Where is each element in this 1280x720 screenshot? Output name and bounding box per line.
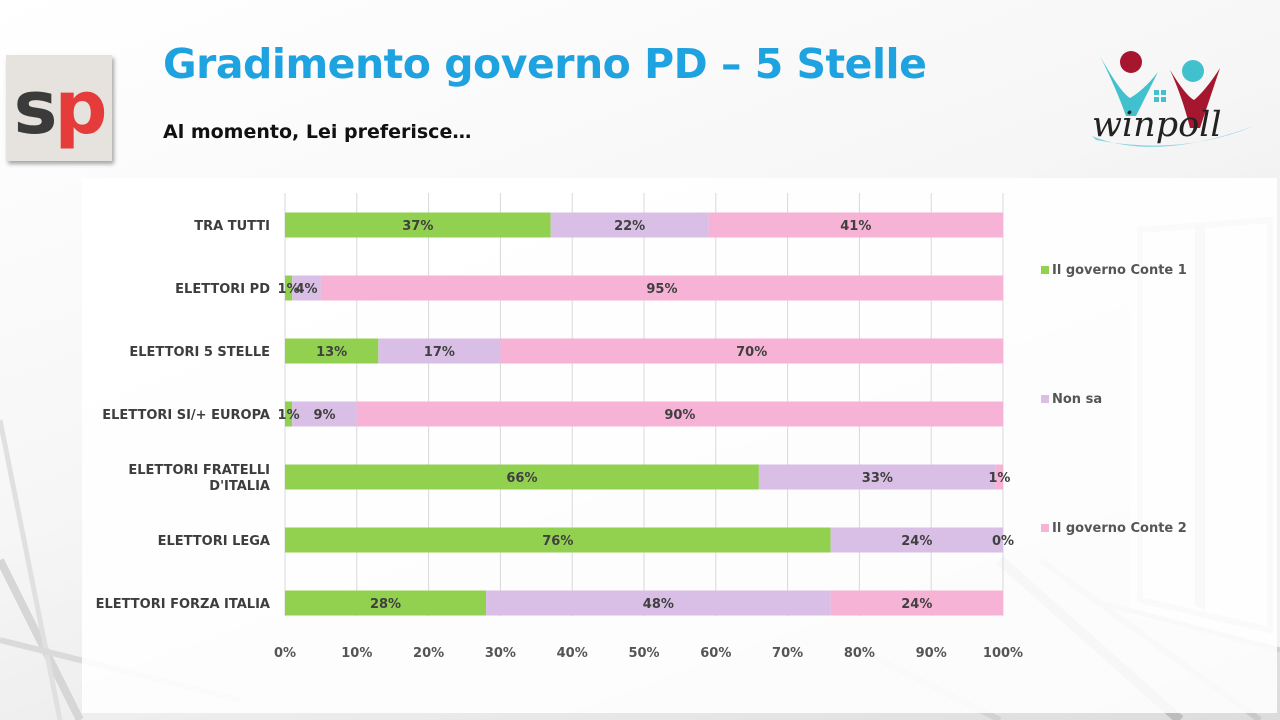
legend-label: Il governo Conte 1 [1052, 263, 1187, 278]
data-label: 1% [278, 408, 300, 423]
data-label: 37% [402, 219, 433, 234]
category-label: TRA TUTTI [194, 219, 270, 234]
data-label: 22% [614, 219, 645, 234]
bar-segment [320, 275, 1003, 301]
category-labels: TRA TUTTI ELETTORI PD ELETTORI 5 STELLE ELE… [96, 219, 271, 612]
data-label: 0% [992, 534, 1014, 549]
x-tick-label: 10% [341, 646, 372, 661]
x-tick-label: 80% [844, 646, 875, 661]
bar-segment [830, 527, 1003, 553]
x-tick-label: 0% [274, 646, 296, 661]
legend-label: Non sa [1052, 392, 1102, 407]
bars [285, 212, 1003, 616]
data-label: 1% [278, 282, 300, 297]
x-tick-label: 20% [413, 646, 444, 661]
data-label: 13% [316, 345, 347, 360]
data-label: 95% [646, 282, 677, 297]
bar-segment [550, 212, 709, 238]
legend-swatch [1041, 395, 1049, 403]
bar-segment [830, 590, 1003, 616]
sp-logo-p: p [54, 65, 108, 151]
bar-segment [285, 401, 293, 427]
bar-segment [285, 212, 551, 238]
data-label: 70% [736, 345, 767, 360]
data-label: 24% [901, 534, 932, 549]
bar-segment [285, 464, 759, 490]
sp-logo-s: s [13, 65, 57, 151]
winpoll-logo-text: winpoll [1092, 105, 1222, 145]
legend: Il governo Conte 1 Non sa Il governo Conte… [1041, 263, 1187, 536]
data-label: 9% [313, 408, 335, 423]
bar-segment [285, 590, 487, 616]
category-label: ELETTORI SI/+ EUROPA [102, 408, 270, 423]
bar-segment [500, 338, 1003, 364]
category-label: ELETTORI LEGA [158, 534, 270, 549]
legend-swatch [1041, 266, 1049, 274]
data-label: 33% [862, 471, 893, 486]
data-label: 76% [542, 534, 573, 549]
x-tick-label: 90% [916, 646, 947, 661]
x-tick-label: 50% [628, 646, 659, 661]
data-label: 28% [370, 597, 401, 612]
bar-segment [708, 212, 1003, 238]
data-label: 66% [506, 471, 537, 486]
bar-segment [995, 464, 1003, 490]
data-label: 48% [643, 597, 674, 612]
bar-segment [292, 275, 321, 301]
x-axis-ticks: 0% 10% 20% 30% 40% 50% 60% 70% 80% 90% 100% [274, 646, 1023, 661]
legend-label: Il governo Conte 2 [1052, 521, 1187, 536]
category-label: ELETTORI FORZA ITALIA [96, 597, 270, 612]
x-tick-label: 100% [983, 646, 1023, 661]
category-label: ELETTORI FRATELLI D'ITALIA [128, 463, 270, 494]
bar-segment [285, 338, 379, 364]
bar-segment [285, 275, 293, 301]
page-subtitle: Al momento, Lei preferisce… [163, 121, 472, 143]
x-tick-label: 60% [700, 646, 731, 661]
data-label: 4% [296, 282, 318, 297]
category-label: ELETTORI PD [175, 282, 270, 297]
data-labels: 37% 22% 41%1%4% 95%13% 17% 70%1% 9% 90%66% 33% 1%… [278, 219, 1014, 612]
bar-segment [758, 464, 996, 490]
bar-segment [285, 527, 831, 553]
x-tick-label: 70% [772, 646, 803, 661]
x-tick-label: 30% [485, 646, 516, 661]
legend-swatch [1041, 524, 1049, 532]
data-label: 17% [424, 345, 455, 360]
chart-panel [82, 178, 1277, 713]
bar-segment [292, 401, 357, 427]
data-label: 24% [901, 597, 932, 612]
bar-segment [356, 401, 1003, 427]
data-label: 1% [988, 471, 1010, 486]
page-title: Gradimento governo PD – 5 Stelle [163, 40, 927, 88]
category-label: ELETTORI 5 STELLE [129, 345, 270, 360]
data-label: 90% [664, 408, 695, 423]
x-tick-label: 40% [557, 646, 588, 661]
winpoll-logo: winpoll [1092, 51, 1254, 147]
bar-segment [486, 590, 831, 616]
bar-segment [378, 338, 501, 364]
data-label: 41% [840, 219, 871, 234]
